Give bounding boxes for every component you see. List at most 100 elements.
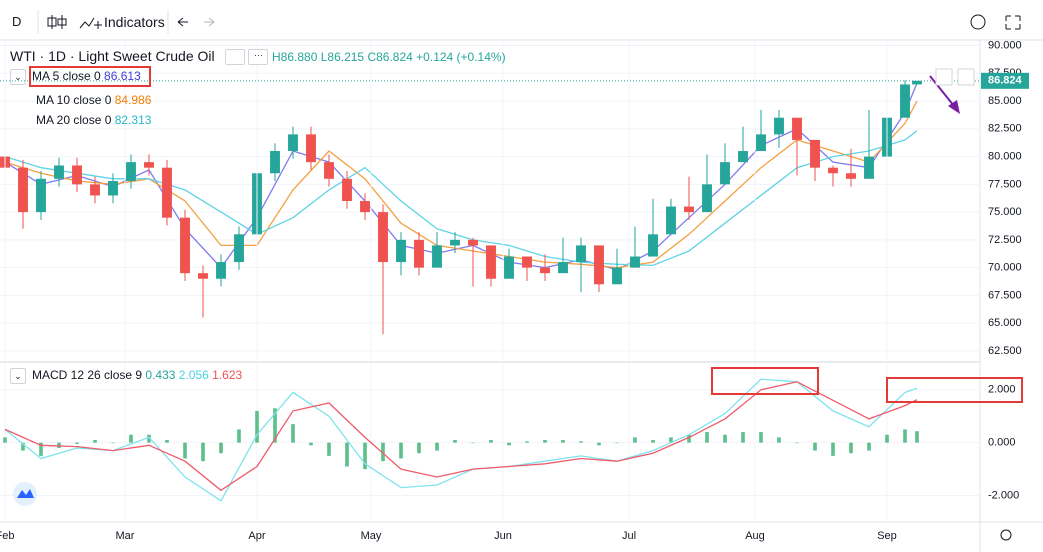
candle-body <box>504 256 514 279</box>
more-button[interactable]: ··· <box>248 49 269 66</box>
ohlc-low: L86.215 <box>320 50 365 64</box>
y-tick-label: 77.500 <box>988 178 1022 190</box>
candle-body <box>684 206 694 213</box>
ohlc-close: C86.824 <box>367 50 413 64</box>
y-tick-label: 67.500 <box>988 289 1022 301</box>
candle-body <box>180 217 190 274</box>
scroll-button[interactable] <box>935 68 953 86</box>
legend-name: MA 20 close 0 <box>36 113 112 127</box>
macd-histogram-bar <box>615 442 619 444</box>
candle-body <box>18 167 28 213</box>
macd-histogram-bar <box>831 442 835 456</box>
candle-body <box>558 262 568 274</box>
macd-histogram-bar <box>597 442 601 446</box>
fullscreen-button[interactable] <box>1005 15 1021 30</box>
indicators-button[interactable]: Indicators <box>104 14 165 30</box>
macd-histogram-bar <box>255 410 259 443</box>
x-tick-label: Mar <box>116 530 135 542</box>
macd-histogram-bar <box>93 440 97 443</box>
x-tick-label: May <box>361 530 382 542</box>
ohlc-high: H86.880 <box>272 50 318 64</box>
settings-icon[interactable] <box>1000 529 1012 541</box>
candle-body <box>90 184 100 196</box>
macd-histogram-bar <box>399 442 403 459</box>
ma-line <box>4 82 918 271</box>
macd-histogram-bar <box>885 434 889 443</box>
macd-histogram-bar <box>75 442 79 444</box>
candle-body <box>630 256 640 268</box>
candle-body <box>810 139 820 168</box>
visibility-button[interactable] <box>224 49 245 66</box>
ma-legend: MA 10 close 0 84.986 <box>36 93 151 107</box>
highlight-box <box>886 377 1023 403</box>
candle-body <box>774 117 784 135</box>
macd-histogram-bar <box>651 440 655 443</box>
last-price-label: 86.824 <box>988 75 1023 87</box>
collapse-button[interactable]: ⌄ <box>10 368 26 384</box>
macd-histogram-bar <box>381 442 385 462</box>
macd-histogram-bar <box>345 442 349 467</box>
candle-body <box>912 80 922 85</box>
chart-type-button[interactable] <box>47 15 67 29</box>
candle-body <box>468 239 478 246</box>
redo-button[interactable] <box>204 17 215 27</box>
macd-histogram-bar <box>165 440 169 443</box>
macd-histogram-bar <box>273 408 277 443</box>
interval-button[interactable]: D <box>12 14 22 29</box>
macd-histogram-bar <box>867 442 871 451</box>
candle-body <box>306 134 316 163</box>
x-tick-label: Jul <box>622 530 636 542</box>
macd-histogram-bar <box>327 442 331 456</box>
candle-body <box>738 151 748 163</box>
ma-legend: MA 20 close 0 82.313 <box>36 113 151 127</box>
settings-button[interactable] <box>970 14 986 30</box>
y-tick-label: 90.000 <box>988 39 1022 51</box>
x-tick-label: Sep <box>877 530 897 542</box>
undo-button[interactable] <box>177 17 188 27</box>
y-tick-label: 65.000 <box>988 317 1022 329</box>
macd-histogram-bar <box>759 432 763 443</box>
macd-histogram-bar <box>579 441 583 443</box>
macd-histogram-bar <box>363 442 367 470</box>
legend-value: 0.433 <box>145 368 176 383</box>
macd-histogram-bar <box>183 442 187 459</box>
candle-body <box>72 165 82 185</box>
y-tick-label: 0.000 <box>988 437 1016 449</box>
candle-body <box>486 245 496 279</box>
legend-name: MACD 12 26 close 9 <box>32 368 143 383</box>
candle-body <box>864 156 874 179</box>
highlight-box <box>29 66 151 87</box>
candle-body <box>216 262 226 279</box>
indicators-icon <box>79 17 102 29</box>
y-tick-label: 62.500 <box>988 345 1022 357</box>
x-tick-label: Aug <box>745 530 765 542</box>
legend-name: MA 10 close 0 <box>36 93 112 107</box>
candle-body <box>162 167 172 218</box>
candle-body <box>36 178 46 213</box>
candle-body <box>432 245 442 268</box>
legend-value: 86.613 <box>104 69 141 84</box>
candle-body <box>900 84 910 118</box>
collapse-button[interactable]: ⌄ <box>10 69 26 85</box>
maximize-button[interactable] <box>957 68 975 86</box>
x-tick-label: Feb <box>0 530 14 542</box>
candle-body <box>540 267 550 274</box>
candle-body <box>522 256 532 268</box>
y-tick-label: -2.000 <box>988 489 1019 501</box>
macd-line <box>4 381 918 492</box>
macd-histogram-bar <box>795 442 799 444</box>
macd-histogram-bar <box>669 437 673 443</box>
candle-body <box>756 134 766 152</box>
x-tick-label: Jun <box>494 530 512 542</box>
candle-body <box>342 178 352 201</box>
candle-body <box>846 173 856 179</box>
y-tick-label: 82.500 <box>988 123 1022 135</box>
y-tick-label: 2.000 <box>988 384 1016 396</box>
y-tick-label: 80.000 <box>988 150 1022 162</box>
candle-body <box>126 162 136 182</box>
y-tick-label: 75.000 <box>988 206 1022 218</box>
x-tick-label: Apr <box>248 530 265 542</box>
macd-histogram-bar <box>507 442 511 446</box>
